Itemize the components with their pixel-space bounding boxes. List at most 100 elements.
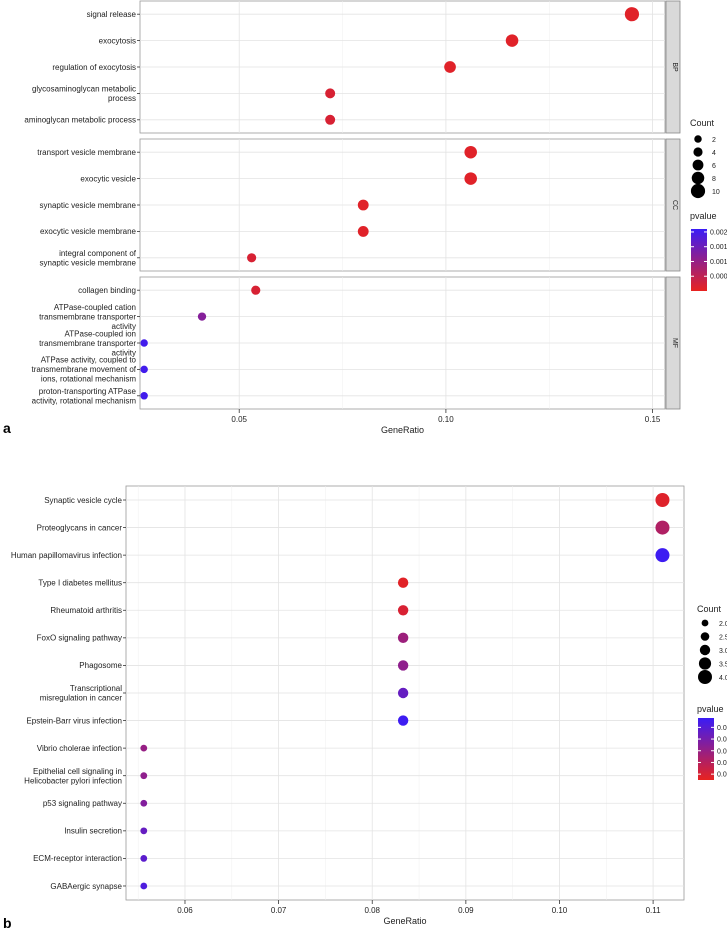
x-tick-label: 0.07 [271,906,287,915]
count-legend-label: 2 [712,137,716,144]
x-tick-label: 0.10 [438,415,454,424]
panel-label: b [3,915,12,931]
data-point [140,744,148,752]
data-point [140,799,148,807]
data-point [464,172,477,185]
count-legend-dot [698,657,712,670]
term-label: Phagosome [79,661,122,670]
term-label: Transcriptional misregulation in cancer [40,684,123,703]
data-point [140,392,148,400]
term-label: Insulin secretion [64,827,122,836]
pvalue-legend-label: 0.02 [717,760,727,767]
x-tick-label: 0.15 [645,415,661,424]
term-label: collagen binding [78,286,136,295]
data-point [357,199,369,211]
pvalue-colorbar [691,229,707,291]
data-point [325,114,336,125]
data-point [140,882,148,890]
data-point [140,365,148,374]
count-legend-label: 3.0 [719,648,727,655]
count-legend-dot [701,619,709,627]
data-point [655,548,670,563]
count-legend-title: Count [690,118,715,128]
x-tick-label: 0.08 [364,906,380,915]
term-label: aminoglycan metabolic process [24,116,136,125]
term-label: exocytic vesicle membrane [40,227,137,236]
x-axis-title: GeneRatio [383,916,426,926]
term-label: exocytic vesicle [80,174,136,183]
count-legend-dot [691,171,705,185]
data-point [505,34,519,47]
count-legend-dot [690,183,706,199]
facet-strip [665,276,681,410]
x-tick-label: 0.06 [177,906,193,915]
term-label: Proteoglycans in cancer [37,523,123,532]
pvalue-legend-label: 0.05 [717,725,727,732]
term-label: FoxO signaling pathway [37,634,122,643]
term-label: ATPase-coupled ion transmembrane transpor… [39,329,136,357]
facet-strip-label: MF [671,338,678,348]
pvalue-legend-label: 0.03 [717,748,727,755]
count-legend-dot [694,135,702,143]
term-label: Synaptic vesicle cycle [44,496,122,505]
data-point [140,855,148,862]
data-point [325,88,336,99]
data-point [624,7,640,22]
panel-label: a [3,420,11,436]
count-legend-label: 6 [712,163,716,170]
count-legend-label: 2.0 [719,621,727,628]
pvalue-legend-label: 0.0005 [710,274,727,281]
data-point [197,312,207,321]
pvalue-legend-label: 0.0020 [710,229,727,236]
count-legend-label: 4.0 [719,675,727,682]
count-legend-label: 3.5 [719,662,727,669]
term-label: Epstein-Barr virus infection [26,716,122,725]
term-label: signal release [87,10,137,19]
x-tick-label: 0.05 [231,415,247,424]
data-point [397,632,409,644]
term-label: Human papillomavirus infection [11,551,122,560]
data-point [444,61,456,73]
data-point [397,715,409,726]
term-label: Rheumatoid arthritis [50,606,122,615]
term-label: synaptic vesicle membrane [40,201,137,210]
term-label: ECM-receptor interaction [33,854,122,863]
count-legend-label: 8 [712,176,716,183]
data-point [251,285,261,295]
pvalue-legend-title: pvalue [690,211,717,221]
facet-strip-label: BP [671,62,678,72]
term-label: glycosaminoglycan metabolic process [32,84,136,103]
term-label: transport vesicle membrane [37,148,136,157]
term-label: Epithelial cell signaling in Helicobacter… [24,767,122,786]
term-label: regulation of exocytosis [52,63,136,72]
pvalue-legend-label: 0.0015 [710,244,727,251]
count-legend-label: 4 [712,150,716,157]
count-legend-label: 10 [712,189,720,196]
term-label: integral component of synaptic vesicle me… [40,249,137,268]
count-legend-dot [700,632,710,641]
data-point [140,827,148,835]
facet-strip [665,138,681,272]
data-point [655,493,670,507]
term-label: GABAergic synapse [50,882,122,891]
data-point [464,145,477,159]
term-label: Type I diabetes mellitus [38,579,122,588]
x-axis-title: GeneRatio [381,425,424,435]
term-label: ATPase activity, coupled to transmembrane… [32,356,137,384]
term-label: Vibrio cholerae infection [37,744,122,753]
term-label: ATPase-coupled cation transmembrane trans… [39,303,136,331]
x-tick-label: 0.11 [646,906,662,915]
term-label: exocytosis [99,36,136,45]
pvalue-legend-label: 0.04 [717,737,727,744]
data-point [397,660,409,671]
data-point [140,772,148,780]
data-point [140,339,148,347]
pvalue-legend-label: 0.01 [717,772,727,779]
facet-strip [665,0,681,134]
data-point [357,225,369,237]
facet-strip-label: CC [671,200,678,210]
term-label: p53 signaling pathway [43,799,122,808]
count-legend-label: 2.5 [719,635,727,642]
